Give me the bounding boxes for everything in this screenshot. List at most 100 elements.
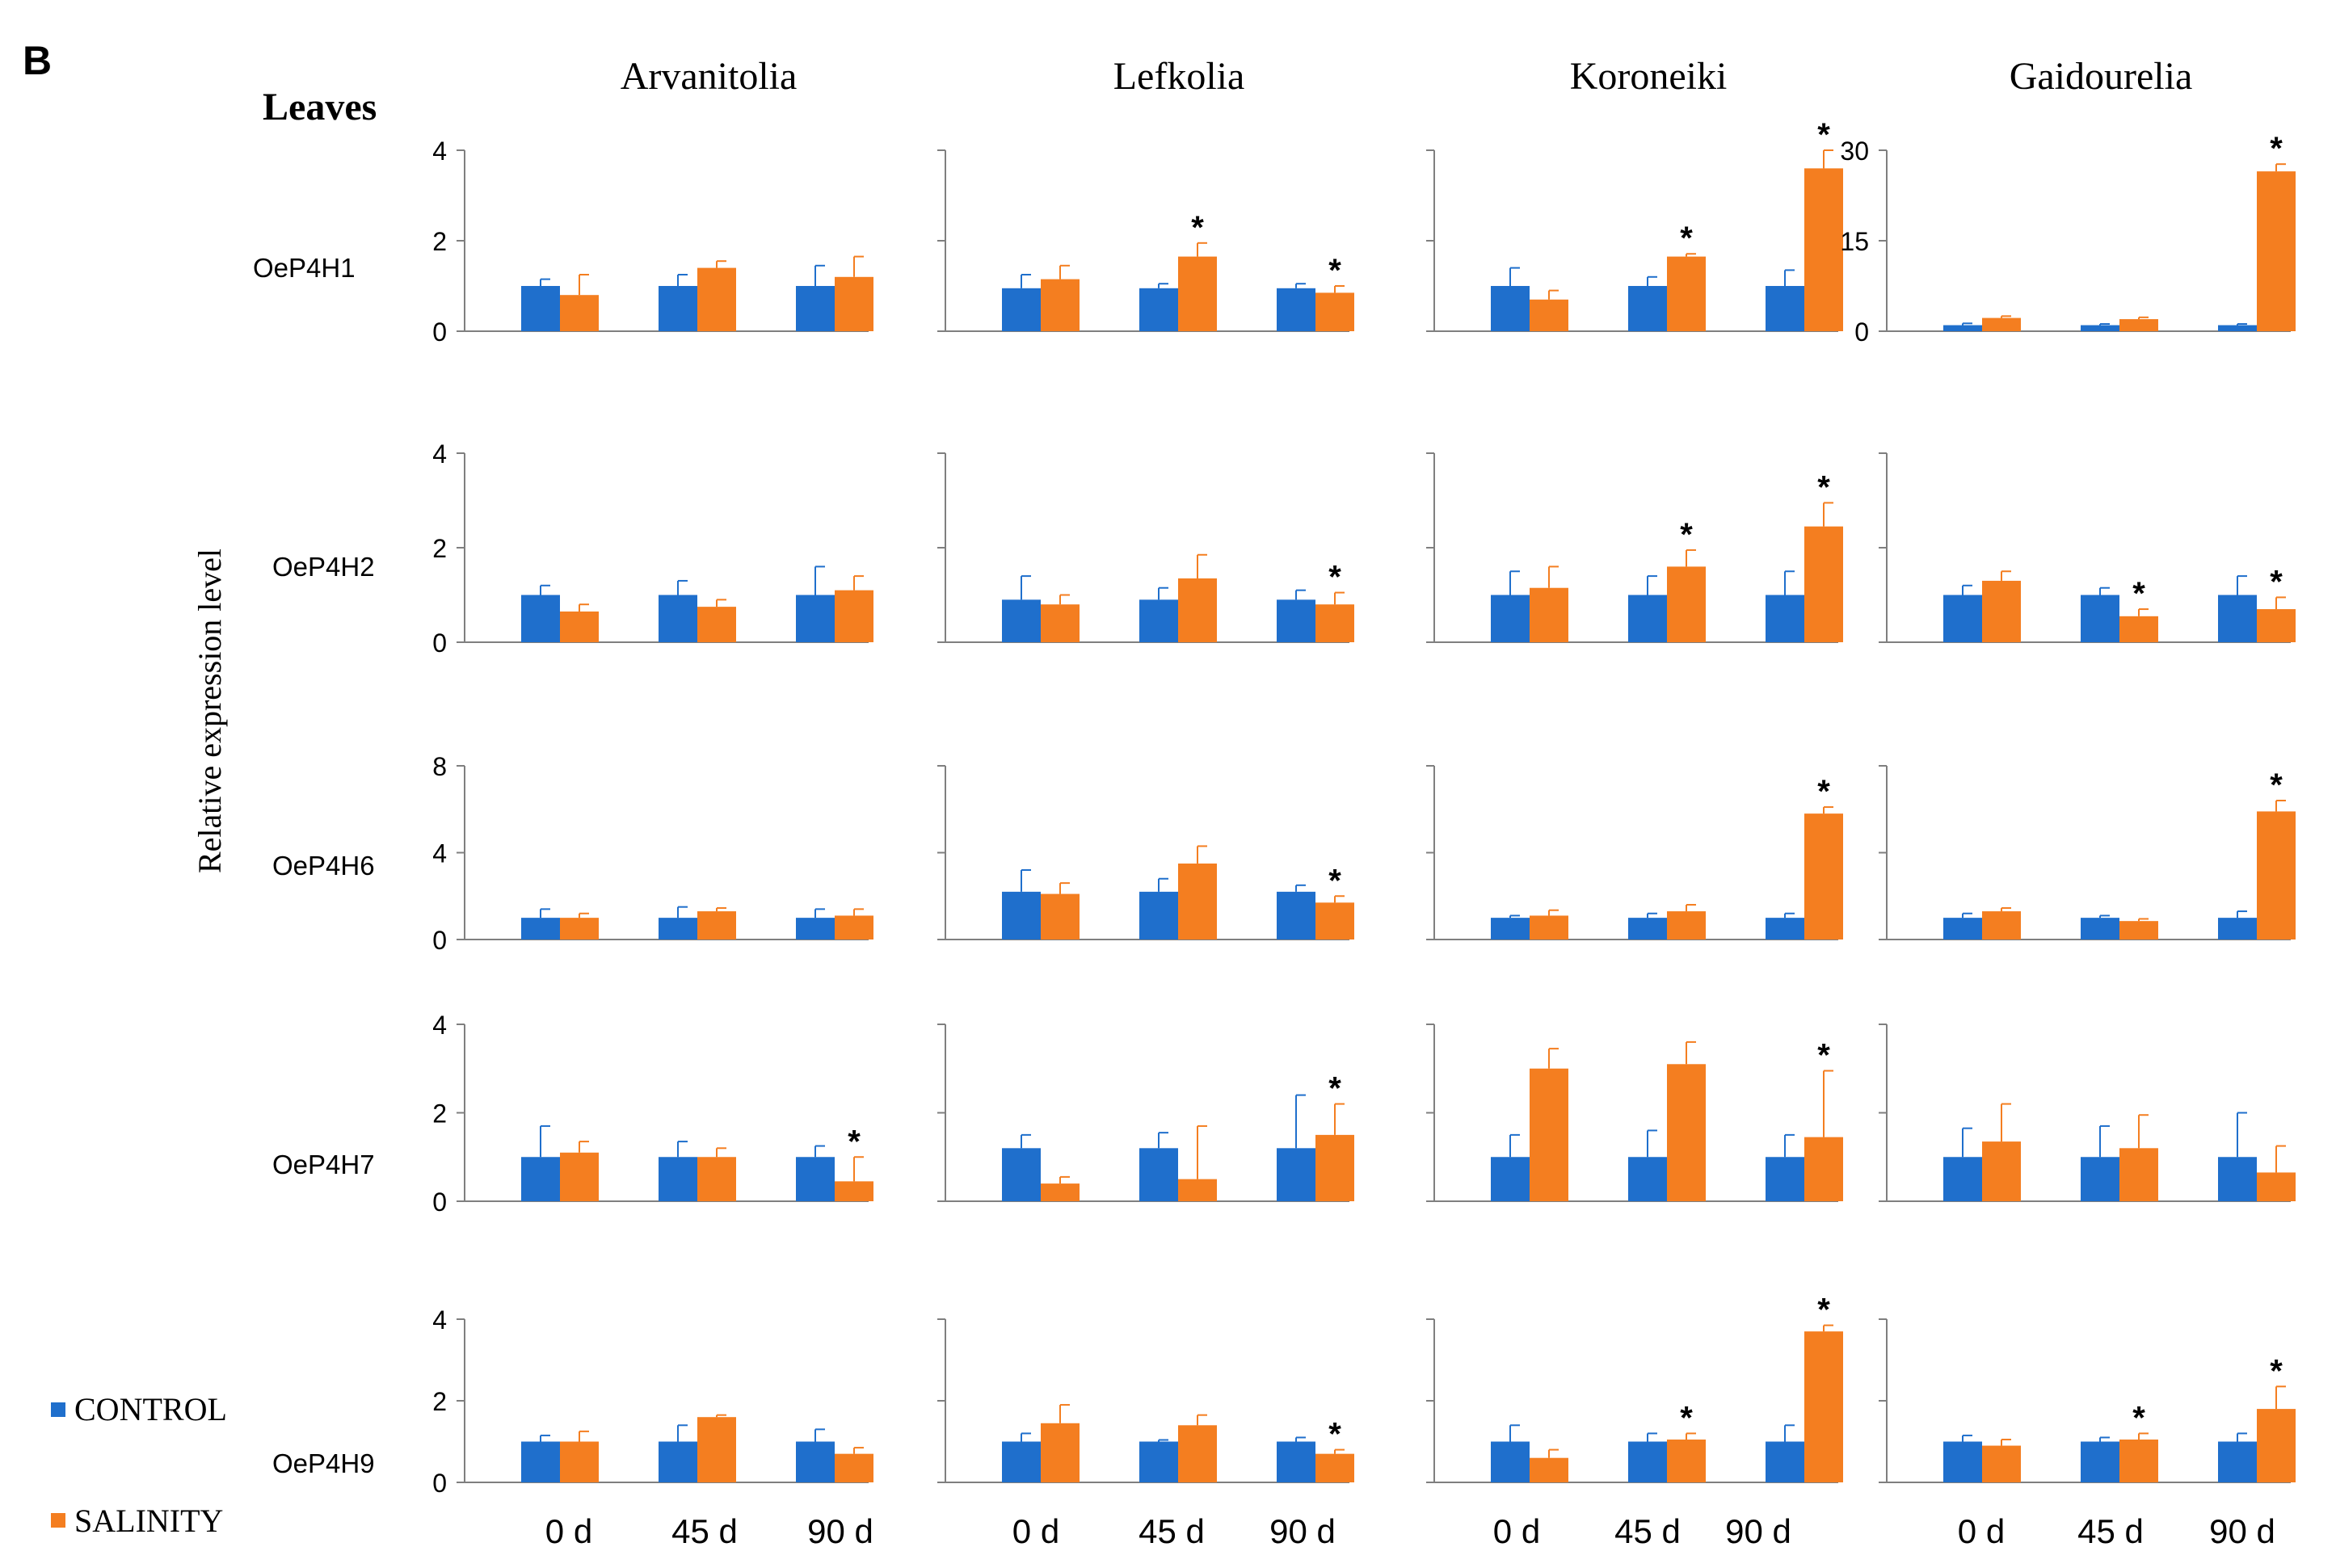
chart-panel: 0 2 4 bbox=[432, 137, 873, 347]
bar-control bbox=[521, 595, 560, 642]
bar-control bbox=[1002, 891, 1041, 940]
chart-panel: * bbox=[937, 1024, 1354, 1202]
bar-control bbox=[521, 918, 560, 940]
bar-salinity bbox=[2119, 1439, 2158, 1482]
bar-control bbox=[1277, 1148, 1315, 1201]
bar-control bbox=[796, 1157, 835, 1201]
y-tick-label: 0 bbox=[432, 1469, 447, 1498]
significance-asterisk: * bbox=[1817, 774, 1830, 809]
bar-salinity bbox=[697, 267, 736, 331]
y-tick-label: 2 bbox=[432, 534, 447, 563]
bar-salinity bbox=[835, 276, 873, 331]
bar-control bbox=[1766, 1441, 1804, 1482]
bar-salinity bbox=[2119, 616, 2158, 642]
y-tick-label: 2 bbox=[432, 1099, 447, 1129]
cultivar-header: Gaidourelia bbox=[2010, 55, 2193, 98]
significance-asterisk: * bbox=[1817, 117, 1830, 153]
significance-asterisk: * bbox=[1817, 1037, 1830, 1073]
bar-salinity bbox=[1804, 813, 1843, 940]
bar-control bbox=[1002, 1148, 1041, 1201]
bar-salinity bbox=[697, 1417, 736, 1482]
bar-salinity bbox=[1178, 863, 1217, 940]
bar-salinity bbox=[1315, 604, 1354, 642]
bar-salinity bbox=[697, 607, 736, 642]
bar-control bbox=[521, 1441, 560, 1482]
x-tick-label: 0 d bbox=[1012, 1512, 1059, 1550]
bar-control bbox=[1277, 1441, 1315, 1482]
y-tick-label: 2 bbox=[432, 227, 447, 256]
bar-salinity bbox=[1041, 604, 1080, 642]
bar-salinity bbox=[1982, 317, 2021, 331]
bar-control bbox=[1943, 918, 1982, 940]
bar-salinity bbox=[1530, 915, 1568, 940]
bar-salinity bbox=[560, 611, 599, 642]
bar-salinity bbox=[835, 1453, 873, 1482]
bar-control bbox=[1139, 1441, 1178, 1482]
chart-panel: * bbox=[937, 452, 1354, 643]
x-tick-label: 90 d bbox=[2209, 1512, 2275, 1550]
bar-control bbox=[1139, 891, 1178, 940]
y-tick-label: 2 bbox=[432, 1387, 447, 1416]
bar-control bbox=[1277, 599, 1315, 642]
bar-control bbox=[2218, 1441, 2257, 1482]
chart-panel: ** bbox=[1426, 1293, 1843, 1483]
bar-salinity bbox=[1315, 902, 1354, 940]
bar-salinity bbox=[1041, 1183, 1080, 1201]
bar-salinity bbox=[697, 911, 736, 940]
y-tick-label: 4 bbox=[432, 137, 447, 166]
chart-panel: 0 2 4 bbox=[432, 1305, 873, 1498]
cultivar-header: Lefkolia bbox=[1113, 55, 1245, 98]
y-tick-label: 8 bbox=[432, 752, 447, 781]
significance-asterisk: * bbox=[1680, 1400, 1693, 1436]
bar-control bbox=[1628, 1157, 1667, 1201]
legend-label-salinity: SALINITY bbox=[74, 1503, 223, 1539]
chart-panel: 0 15 30 * bbox=[1840, 131, 2296, 347]
bar-control bbox=[659, 286, 697, 331]
significance-asterisk: * bbox=[2270, 131, 2283, 166]
bar-salinity bbox=[1804, 168, 1843, 331]
x-tick-label: 90 d bbox=[1269, 1512, 1336, 1550]
bar-control bbox=[1002, 1441, 1041, 1482]
gene-labels: OeP4H1 OeP4H2 OeP4H6 OeP4H7 OeP4H9 bbox=[253, 253, 375, 1478]
chart-panel: * bbox=[1426, 1024, 1843, 1202]
bar-salinity bbox=[2257, 811, 2296, 940]
y-tick-label: 0 bbox=[432, 317, 447, 347]
significance-asterisk: * bbox=[848, 1124, 861, 1159]
y-tick-label: 4 bbox=[432, 439, 447, 469]
bar-control bbox=[659, 1157, 697, 1201]
bar-control bbox=[1943, 1157, 1982, 1201]
significance-asterisk: * bbox=[1680, 221, 1693, 256]
y-tick-label: 15 bbox=[1840, 227, 1869, 256]
bar-control bbox=[1491, 1441, 1530, 1482]
bar-salinity bbox=[1530, 1068, 1568, 1201]
bar-salinity bbox=[835, 1181, 873, 1201]
bar-control bbox=[1002, 288, 1041, 331]
x-tick-label: 45 d bbox=[1139, 1512, 1205, 1550]
bar-control bbox=[1766, 1157, 1804, 1201]
bar-salinity bbox=[2257, 609, 2296, 642]
bar-salinity bbox=[560, 918, 599, 940]
bar-salinity bbox=[1982, 1141, 2021, 1201]
bar-salinity bbox=[1667, 566, 1706, 642]
bar-salinity bbox=[2257, 171, 2296, 331]
significance-asterisk: * bbox=[2270, 767, 2283, 803]
bar-salinity bbox=[1178, 1179, 1217, 1201]
legend-label-control: CONTROL bbox=[74, 1391, 227, 1427]
chart-panel: ** bbox=[1426, 452, 1843, 643]
x-tick-label: 0 d bbox=[1958, 1512, 2005, 1550]
bar-control bbox=[796, 1441, 835, 1482]
bar-control bbox=[2218, 918, 2257, 940]
bar-control bbox=[1491, 918, 1530, 940]
bar-salinity bbox=[1041, 893, 1080, 940]
bar-salinity bbox=[2119, 319, 2158, 331]
bar-salinity bbox=[1982, 580, 2021, 642]
bar-salinity bbox=[1804, 1137, 1843, 1201]
chart-panel: * bbox=[937, 1318, 1354, 1483]
bar-salinity bbox=[2119, 1148, 2158, 1201]
tissue-label: Leaves bbox=[263, 86, 377, 128]
bar-control bbox=[1943, 325, 1982, 331]
bar-salinity bbox=[1315, 292, 1354, 331]
x-tick-label: 90 d bbox=[1725, 1512, 1791, 1550]
bar-control bbox=[659, 918, 697, 940]
